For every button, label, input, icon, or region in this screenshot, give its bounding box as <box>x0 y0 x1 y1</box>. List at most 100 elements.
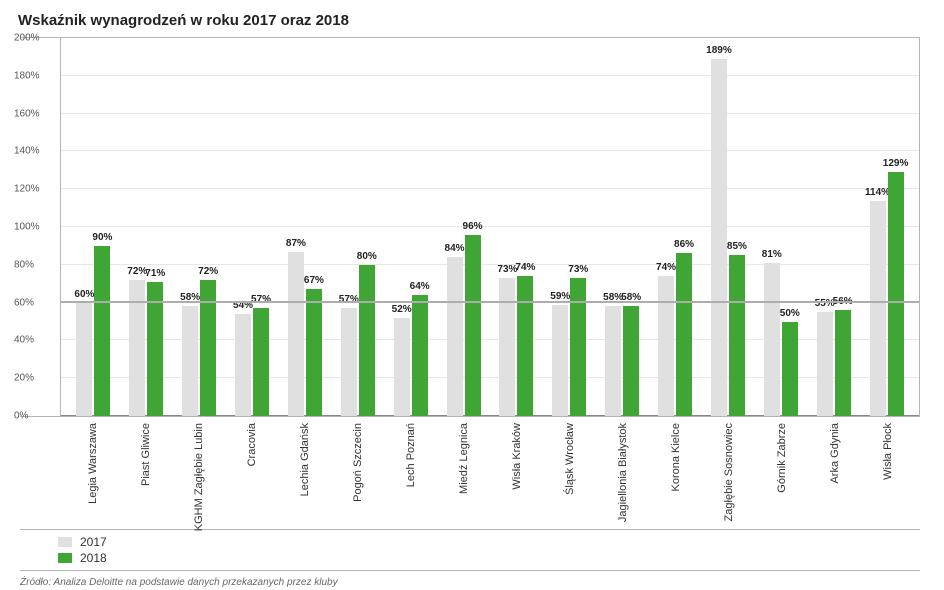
chart-footnote: Źródło: Analiza Deloitte na podstawie da… <box>20 577 926 588</box>
x-label-slot: Arka Gdynia <box>808 417 861 529</box>
x-axis-labels: Legia Warszawa Piast Gliwice KGHM Zagłębie… <box>60 417 920 529</box>
legend-item-2018: 2018 <box>58 550 920 566</box>
category-label: KGHM Zagłębie Lubin <box>193 423 205 531</box>
y-tick: 160% <box>14 108 40 119</box>
category-label: Arka Gdynia <box>829 423 841 484</box>
bar-value-label: 52% <box>392 304 412 315</box>
bar-value-label: 60% <box>74 289 94 300</box>
bar-group: 59%73% <box>543 38 596 416</box>
category-label: Piast Gliwice <box>140 423 152 486</box>
bars-area: 60%90%72%71%58%72%54%57%87%67%57%80%52%6… <box>61 38 919 416</box>
chart-box: 0%20%40%60%80%100%120%140%160%180%200% 6… <box>20 37 920 417</box>
x-label-slot: Wisła Kraków <box>490 417 543 529</box>
bar-2018: 57% <box>253 308 269 416</box>
bar-2017: 74% <box>658 276 674 416</box>
x-label-slot: Lech Poznań <box>384 417 437 529</box>
chart-title: Wskaźnik wynagrodzeń w roku 2017 oraz 20… <box>18 12 926 29</box>
bar-2017: 114% <box>870 201 886 416</box>
category-label: Korona Kielce <box>670 423 682 492</box>
y-tick: 120% <box>14 184 40 195</box>
category-label: Miedź Legnica <box>458 423 470 494</box>
bar-value-label: 50% <box>780 308 800 319</box>
bar-2017: 57% <box>341 308 357 416</box>
legend-label-2018: 2018 <box>80 550 107 566</box>
y-tick: 40% <box>14 335 34 346</box>
bar-2018: 56% <box>835 310 851 416</box>
bar-2017: 58% <box>605 306 621 416</box>
bar-2017: 87% <box>288 252 304 416</box>
x-label-slot: Wisła Płock <box>861 417 914 529</box>
bar-value-label: 90% <box>92 232 112 243</box>
reference-line <box>61 301 919 303</box>
category-label: Wisła Kraków <box>511 423 523 490</box>
bar-2018: 58% <box>623 306 639 416</box>
y-tick: 80% <box>14 259 34 270</box>
bar-2018: 129% <box>888 172 904 416</box>
bar-value-label: 81% <box>762 249 782 260</box>
bar-2017: 81% <box>764 263 780 416</box>
bar-group: 58%72% <box>173 38 226 416</box>
x-label-slot: Lechia Gdańsk <box>278 417 331 529</box>
bar-value-label: 64% <box>410 281 430 292</box>
x-label-slot: Pogoń Szczecin <box>331 417 384 529</box>
bar-group: 58%58% <box>596 38 649 416</box>
category-label: Zagłębie Sosnowiec <box>723 423 735 521</box>
bar-group: 87%67% <box>279 38 332 416</box>
bar-group: 52%64% <box>384 38 437 416</box>
bar-2018: 74% <box>517 276 533 416</box>
bar-2017: 55% <box>817 312 833 416</box>
category-label: Legia Warszawa <box>87 423 99 504</box>
legend-swatch-2018 <box>58 553 72 563</box>
bar-value-label: 67% <box>304 275 324 286</box>
bar-2017: 73% <box>499 278 515 416</box>
category-label: Śląsk Wrocław <box>564 423 576 495</box>
bar-group: 60%90% <box>67 38 120 416</box>
y-tick: 140% <box>14 146 40 157</box>
legend-item-2017: 2017 <box>58 534 920 550</box>
bar-value-label: 73% <box>568 264 588 275</box>
category-label: Cracovia <box>246 423 258 466</box>
bar-2018: 96% <box>465 235 481 416</box>
bar-2018: 86% <box>676 253 692 416</box>
bar-value-label: 71% <box>145 268 165 279</box>
bar-group: 84%96% <box>437 38 490 416</box>
bar-2017: 58% <box>182 306 198 416</box>
x-label-slot: Zagłębie Sosnowiec <box>702 417 755 529</box>
legend-label-2017: 2017 <box>80 534 107 550</box>
bar-value-label: 87% <box>286 238 306 249</box>
bar-value-label: 80% <box>357 251 377 262</box>
bar-value-label: 85% <box>727 241 747 252</box>
bar-value-label: 189% <box>706 45 732 56</box>
bar-group: 81%50% <box>754 38 807 416</box>
bar-group: 73%74% <box>490 38 543 416</box>
y-tick: 0% <box>14 411 28 422</box>
bar-2017: 59% <box>552 305 568 417</box>
y-tick: 200% <box>14 33 40 44</box>
bar-2018: 90% <box>94 246 110 416</box>
bar-group: 54%57% <box>226 38 279 416</box>
bar-group: 189%85% <box>702 38 755 416</box>
x-label-slot: Górnik Zabrze <box>755 417 808 529</box>
category-label: Wisła Płock <box>882 423 894 480</box>
bar-2018: 73% <box>570 278 586 416</box>
category-label: Lechia Gdańsk <box>299 423 311 496</box>
bar-group: 74%86% <box>649 38 702 416</box>
bar-group: 114%129% <box>860 38 913 416</box>
bar-value-label: 84% <box>445 243 465 254</box>
x-label-slot: KGHM Zagłębie Lubin <box>172 417 225 529</box>
bar-2017: 54% <box>235 314 251 416</box>
y-tick: 180% <box>14 70 40 81</box>
bar-value-label: 96% <box>463 221 483 232</box>
category-label: Lech Poznań <box>405 423 417 487</box>
x-label-slot: Legia Warszawa <box>66 417 119 529</box>
bar-2018: 85% <box>729 255 745 416</box>
bar-2018: 64% <box>412 295 428 416</box>
bar-value-label: 74% <box>656 262 676 273</box>
bar-value-label: 74% <box>515 262 535 273</box>
bar-2017: 189% <box>711 59 727 416</box>
y-tick: 60% <box>14 297 34 308</box>
x-label-slot: Cracovia <box>225 417 278 529</box>
x-label-slot: Śląsk Wrocław <box>543 417 596 529</box>
y-tick: 100% <box>14 222 40 233</box>
bar-2018: 67% <box>306 289 322 416</box>
